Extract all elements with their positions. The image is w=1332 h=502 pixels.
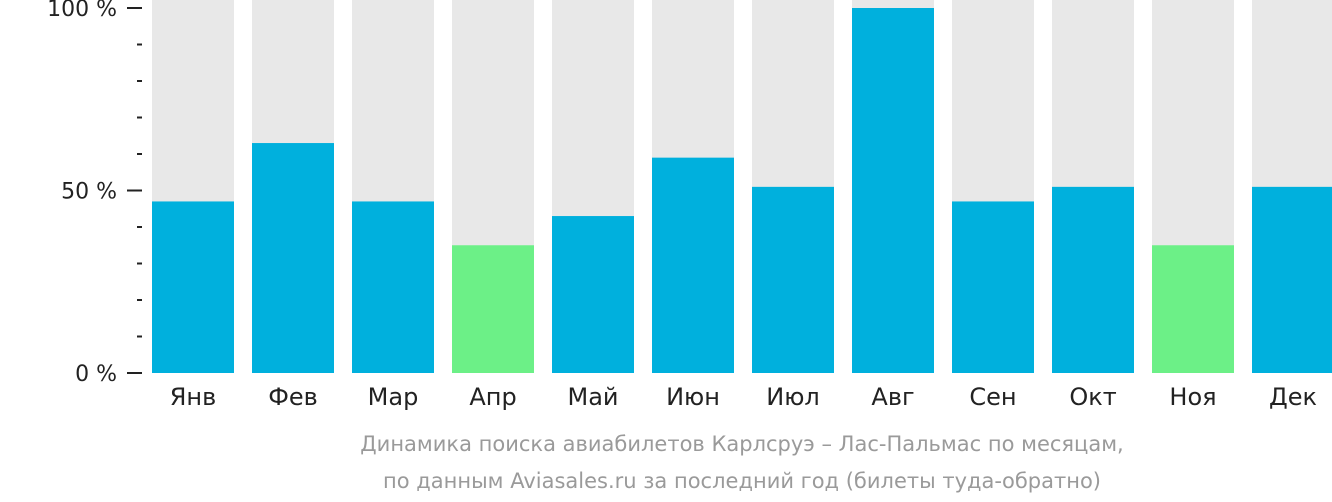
x-tick-label-5: Май xyxy=(567,383,618,411)
bar-1 xyxy=(152,201,234,373)
x-tick-label-7: Июл xyxy=(766,383,820,411)
caption-line-2: по данным Aviasales.ru за последний год … xyxy=(383,469,1101,493)
x-tick-label-3: Мар xyxy=(368,383,419,411)
bar-9 xyxy=(952,201,1034,373)
x-tick-label-4: Апр xyxy=(469,383,516,411)
bar-5 xyxy=(552,216,634,373)
caption-line-1: Динамика поиска авиабилетов Карлсруэ – Л… xyxy=(360,432,1123,456)
bar-3 xyxy=(352,201,434,373)
x-tick-label-6: Июн xyxy=(666,383,720,411)
x-tick-label-8: Авг xyxy=(871,383,914,411)
x-tick-label-10: Окт xyxy=(1069,383,1116,411)
bar-2 xyxy=(252,143,334,373)
y-axis: 100 % 50 % 0 % xyxy=(47,0,142,387)
x-tick-label-9: Сен xyxy=(969,383,1016,411)
bar-8 xyxy=(852,8,934,373)
y-tick-label-1: 100 % xyxy=(47,0,117,22)
bar-12 xyxy=(1252,186,1332,373)
bar-10 xyxy=(1052,186,1134,373)
chart-caption: Динамика поиска авиабилетов Карлсруэ – Л… xyxy=(360,432,1123,493)
bar-4 xyxy=(452,245,534,373)
value-bars xyxy=(152,8,1332,373)
y-tick-label-2: 50 % xyxy=(61,180,117,205)
x-tick-label-12: Дек xyxy=(1269,383,1317,411)
x-tick-label-11: Ноя xyxy=(1169,383,1216,411)
bar-6 xyxy=(652,157,734,373)
y-tick-label-3: 0 % xyxy=(75,362,117,387)
x-tick-label-1: Янв xyxy=(170,383,217,411)
x-tick-label-2: Фев xyxy=(268,383,318,411)
bar-7 xyxy=(752,186,834,373)
bar-11 xyxy=(1152,245,1234,373)
x-axis-labels: Янв Фев Мар Апр Май Июн Июл Авг Сен Окт Ноя Дек xyxy=(170,383,1317,411)
